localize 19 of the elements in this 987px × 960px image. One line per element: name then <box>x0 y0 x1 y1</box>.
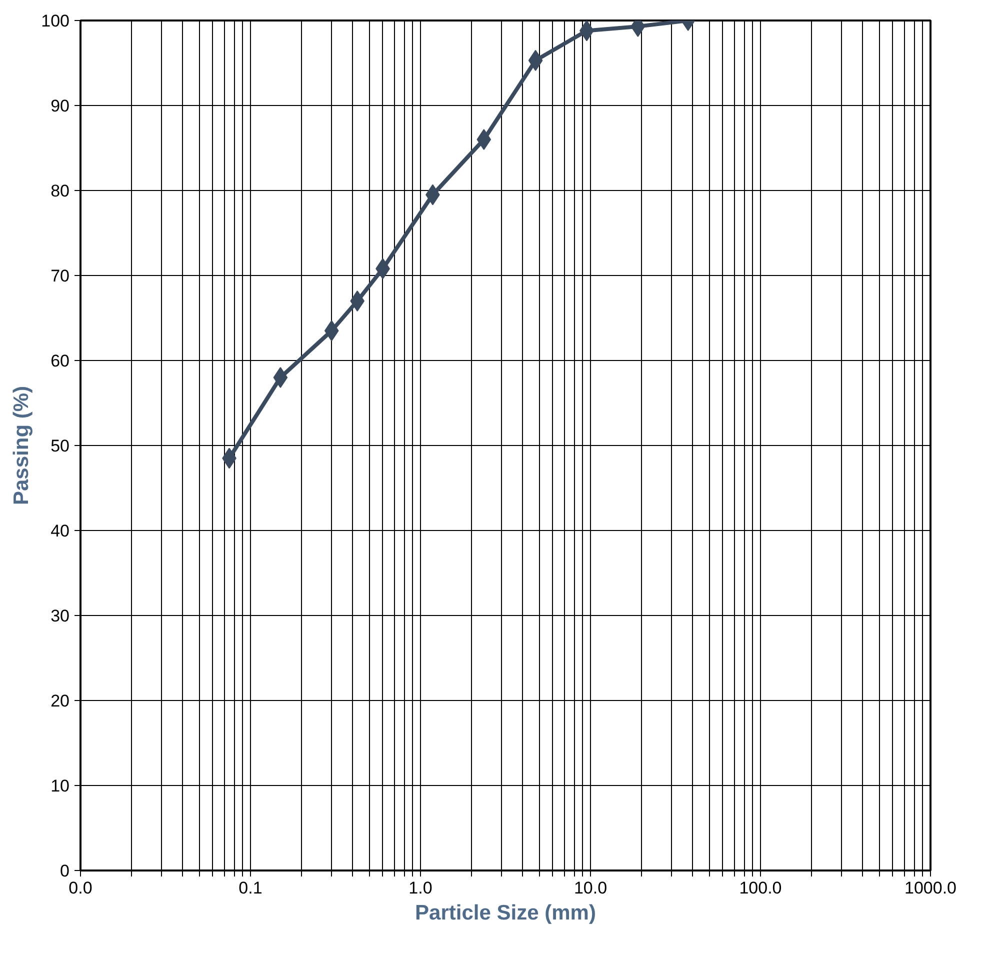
y-tick-label: 70 <box>50 266 70 286</box>
y-tick-label: 20 <box>50 692 70 710</box>
x-tick-label: 1000.0 <box>904 878 956 898</box>
x-tick-label: 10.0 <box>574 878 608 898</box>
x-axis-title: Particle Size (mm) <box>415 902 596 924</box>
y-tick-label: 40 <box>50 522 70 540</box>
y-axis-title: Passing (%) <box>10 386 34 506</box>
y-tick-label: 50 <box>50 436 70 456</box>
x-tick-label: 0.0 <box>68 878 92 898</box>
y-tick-label: 0 <box>60 862 70 880</box>
x-tick-label: 0.1 <box>238 878 262 898</box>
x-tick-label: 1.0 <box>408 878 432 898</box>
y-tick-label: 60 <box>50 352 70 370</box>
x-tick-label: 100.0 <box>739 878 782 898</box>
y-tick-label: 90 <box>50 96 70 116</box>
y-tick-label: 30 <box>50 606 70 626</box>
y-tick-label: 10 <box>50 776 70 796</box>
y-tick-label: 80 <box>50 182 70 200</box>
y-tick-label: 100 <box>41 12 70 30</box>
